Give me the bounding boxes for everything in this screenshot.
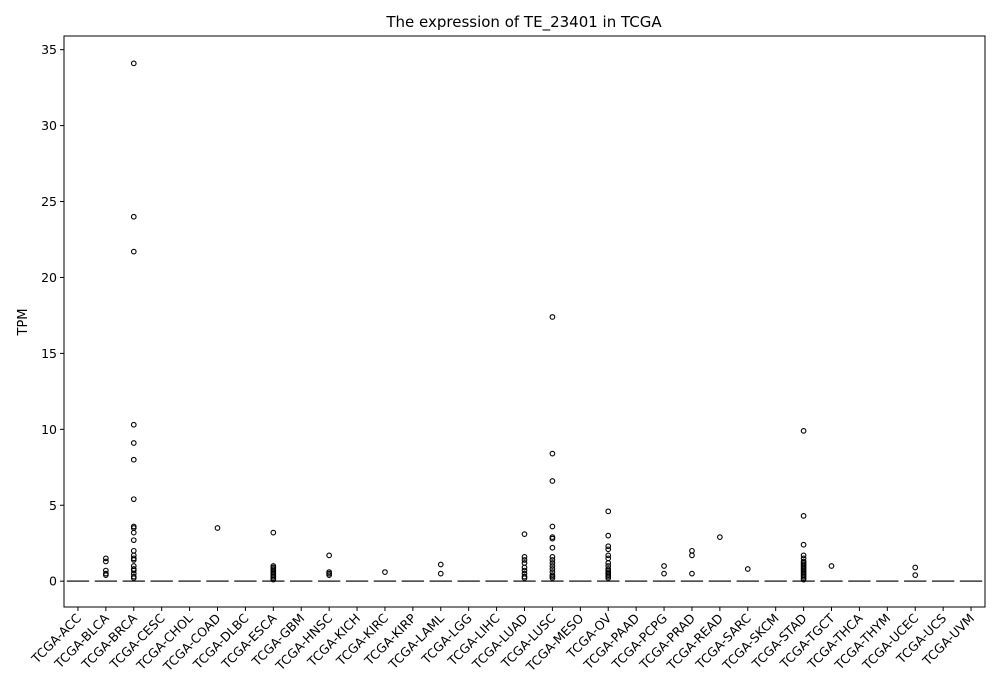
y-axis: 0 5 10 15 20 25 30 35 — [41, 42, 64, 589]
outlier-point — [689, 570, 695, 577]
outlier-point — [130, 547, 137, 554]
outlier-point — [382, 569, 388, 575]
outlier-point — [521, 531, 528, 537]
outlier-point — [605, 552, 612, 559]
outlier-point — [605, 546, 612, 553]
y-tick-label: 0 — [49, 574, 57, 589]
outlier-point — [521, 554, 528, 560]
outlier-point — [717, 534, 723, 540]
outlier-point — [912, 564, 919, 571]
outlier-point — [130, 496, 137, 503]
outlier-point — [549, 575, 556, 581]
outlier-point — [521, 567, 528, 574]
outlier-point — [521, 557, 528, 563]
outlier-point — [130, 567, 137, 574]
y-tick-label: 10 — [41, 422, 57, 437]
outlier-point — [521, 564, 528, 571]
outlier-point — [800, 552, 807, 559]
outlier-point — [549, 314, 556, 320]
outlier-point — [326, 552, 332, 559]
outlier-point — [521, 560, 528, 566]
y-tick-label: 35 — [41, 42, 57, 57]
outlier-point — [549, 450, 556, 457]
outlier-point — [605, 555, 612, 562]
outlier-point — [130, 456, 137, 463]
outlier-point — [130, 575, 137, 581]
outlier-point — [130, 60, 137, 67]
outlier-point — [103, 558, 109, 565]
outlier-point — [549, 523, 556, 530]
plot-frame — [63, 35, 986, 608]
x-axis: TCGA-ACCTCGA-BLCATCGA-BRCATCGA-CESCTCGA-… — [28, 607, 977, 675]
outlier-point — [800, 427, 807, 434]
outlier-point — [103, 572, 109, 578]
outlier-point — [549, 560, 556, 566]
plot-area — [63, 35, 986, 608]
outlier-point — [689, 547, 695, 554]
outlier-point — [130, 248, 137, 255]
outlier-point — [130, 557, 137, 563]
outlier-point — [130, 213, 137, 220]
y-tick-label: 25 — [41, 194, 57, 209]
outlier-point — [828, 563, 835, 569]
outlier-point — [130, 421, 137, 428]
outlier-point — [270, 529, 277, 536]
outlier-point — [549, 535, 556, 542]
y-tick-label: 20 — [41, 270, 57, 285]
outlier-point — [549, 566, 556, 572]
outlier-point — [270, 576, 277, 583]
outlier-point — [661, 563, 667, 569]
outlier-point — [549, 544, 556, 551]
outlier-point — [744, 566, 751, 572]
chart-title: The expression of TE_23401 in TCGA — [385, 13, 662, 32]
outlier-point — [800, 576, 807, 583]
y-tick-label: 5 — [49, 498, 57, 513]
outlier-point — [130, 537, 137, 544]
y-axis-label: TPM — [16, 309, 31, 337]
outlier-point — [326, 572, 332, 578]
outlier-point — [549, 557, 556, 563]
outlier-point — [689, 552, 695, 559]
outlier-point — [437, 561, 444, 568]
outlier-point — [800, 541, 807, 548]
outlier-point — [549, 554, 556, 560]
outlier-point — [521, 575, 528, 581]
outlier-point — [661, 570, 667, 577]
outlier-point — [800, 513, 807, 519]
outlier-point — [130, 440, 137, 446]
outlier-point — [605, 532, 612, 539]
outlier-point — [605, 560, 612, 566]
outlier-point — [214, 525, 221, 531]
outlier-point — [130, 529, 137, 536]
outlier-point — [912, 572, 919, 578]
outlier-point — [103, 555, 109, 562]
outlier-point — [605, 508, 612, 515]
outlier-point — [549, 478, 556, 484]
outlier-point — [605, 575, 612, 581]
outlier-point — [437, 570, 444, 577]
y-tick-label: 30 — [41, 118, 57, 133]
outlier-point — [549, 563, 556, 569]
y-tick-label: 15 — [41, 346, 57, 361]
outlier-point — [605, 543, 612, 550]
